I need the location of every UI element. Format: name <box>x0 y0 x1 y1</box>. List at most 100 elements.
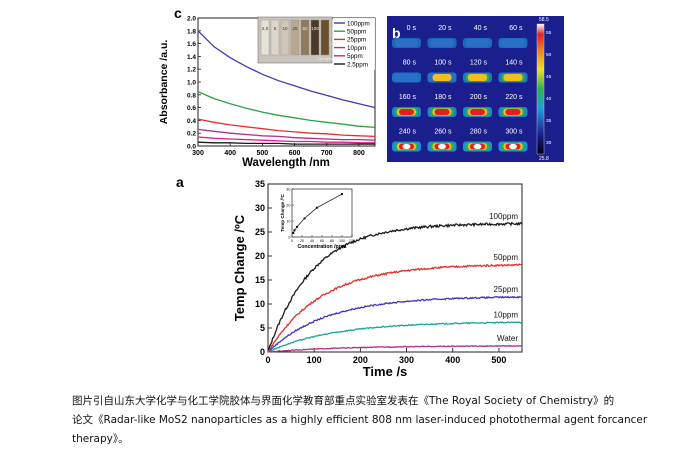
a-y-tick-label: 10 <box>255 299 265 309</box>
c-y-tick-label: 0.4 <box>187 118 196 125</box>
vial-label: 10 <box>282 26 288 31</box>
panel-a-series-labels: 100ppm 50ppm 25ppm 10ppm Water <box>489 212 518 343</box>
thermal-time-label: 60 s <box>509 25 523 32</box>
colorbar-tick: 50 <box>546 52 552 58</box>
inset-x-tick-label: 60 <box>320 239 324 243</box>
vial <box>290 19 300 56</box>
vial-label: 5 <box>274 26 277 31</box>
inset-y-axis-label: Temp Change /ºC <box>280 194 285 232</box>
thermal-time-label: 80 s <box>403 60 417 67</box>
caption-line-3: therapy》。 <box>72 433 129 445</box>
c-series-line-10ppm <box>197 128 376 141</box>
thermal-cell: 300 s <box>498 129 528 152</box>
thermal-time-label: 140 s <box>505 60 523 67</box>
panel-a-y-axis-label: Temp Change /ºC <box>232 214 247 321</box>
inset-y-tick-label: 0 <box>288 235 290 239</box>
c-series-line-25ppm <box>197 118 376 138</box>
inset-point <box>303 217 306 220</box>
c-y-tick-label: 1.2 <box>187 67 196 74</box>
colorbar-tick: 35 <box>546 118 552 124</box>
thermal-time-label: 260 s <box>434 129 452 136</box>
thermal-cell: 40 s <box>463 25 492 48</box>
a-y-tick-label: 15 <box>255 275 265 285</box>
inset-x-tick-label: 80 <box>330 239 334 243</box>
caption-line-2: 论文《Radar-like MoS2 nanoparticles as a hi… <box>72 414 648 426</box>
a-y-tick-label: 30 <box>255 203 265 213</box>
a-series-label: 10ppm <box>494 310 519 319</box>
inset-point <box>341 193 343 196</box>
a-series-label: 50ppm <box>494 253 519 262</box>
thermal-time-label: 280 s <box>470 129 488 136</box>
inset-point <box>316 206 318 209</box>
inset-y-tick-label: 30 <box>286 187 290 191</box>
thermal-time-label: 120 s <box>470 60 488 67</box>
c-legend-label: 2.5ppm <box>347 61 368 68</box>
a-x-tick-label: 100 <box>307 355 322 365</box>
thermal-time-label: 20 s <box>438 25 452 32</box>
colorbar-min: 25.8 <box>539 156 549 162</box>
inset-point <box>292 232 295 234</box>
c-x-tick-label: 300 <box>192 150 204 157</box>
c-series-line-2.5ppm <box>197 141 375 145</box>
c-y-tick-label: 1.4 <box>187 54 196 61</box>
c-legend-label: 5ppm <box>347 53 363 60</box>
a-y-tick-label: 20 <box>255 251 265 261</box>
thermal-time-label: 0 s <box>407 25 417 32</box>
thermal-cell: 240 s <box>392 129 421 152</box>
a-y-tick-label: 25 <box>255 227 265 237</box>
colorbar-tick: 45 <box>546 74 552 80</box>
vial <box>260 19 270 56</box>
c-y-tick-label: 1.8 <box>187 28 196 35</box>
a-series-line-25ppm <box>267 295 523 353</box>
a-y-tick-label: 0 <box>260 347 265 357</box>
colorbar-tick: 40 <box>546 96 552 102</box>
inset-y-tick-label: 20 <box>286 203 290 207</box>
thermal-time-label: 220 s <box>505 94 523 101</box>
panel-c-absorbance-chart: c 300 400 500 600 700 800 0.0 0.2 0.4 0.6 0.8 1.0 1.… <box>158 5 376 169</box>
colorbar-max: 58.5 <box>539 17 549 23</box>
inset-point <box>296 225 298 228</box>
panel-b-colorbar: 58.5 25.8 55 50 45 40 35 30 <box>536 17 552 162</box>
thermal-time-label: 300 s <box>505 129 523 136</box>
a-series-line-Water <box>267 344 523 353</box>
thermal-time-label: 40 s <box>474 25 488 32</box>
vial-label: 25 <box>292 26 298 31</box>
thermal-time-label: 240 s <box>399 129 417 136</box>
c-y-tick-label: 0.0 <box>187 144 196 151</box>
thermal-cell: 60 s <box>498 25 528 48</box>
panel-c-x-axis-label: Wavelength /nm <box>242 157 330 169</box>
c-x-tick-label: 800 <box>353 150 365 157</box>
a-series-line-100ppm <box>267 221 523 353</box>
thermal-time-label: 180 s <box>434 94 452 101</box>
c-series-line-5ppm <box>197 136 375 144</box>
c-x-tick-label: 500 <box>257 150 269 157</box>
thermal-time-label: 200 s <box>470 94 488 101</box>
c-y-tick-label: 0.2 <box>187 131 196 138</box>
c-x-tick-label: 400 <box>224 150 236 157</box>
vial <box>300 19 310 56</box>
a-x-tick-label: 400 <box>445 355 460 365</box>
vial <box>270 19 280 56</box>
inset-x-tick-label: 20 <box>300 239 304 243</box>
c-legend-label: 25ppm <box>347 37 366 44</box>
thermal-cell: 160 s <box>392 94 421 117</box>
thermal-cell: 280 s <box>463 129 492 152</box>
a-series-label: 25ppm <box>494 285 519 294</box>
c-y-tick-label: 1.6 <box>187 41 196 48</box>
thermal-cell: 180 s <box>427 94 457 117</box>
vial <box>320 19 330 56</box>
c-series-line-50ppm <box>197 91 376 129</box>
a-x-tick-label: 500 <box>491 355 506 365</box>
figure-caption: 图片引自山东大学化学与化工学院胶体与界面化学教育部重点实验室发表在《The Ro… <box>72 392 672 449</box>
thermal-cell: 260 s <box>427 129 457 152</box>
c-legend-label: 50ppm <box>347 29 366 36</box>
vial-label: Cell dyes <box>317 57 333 61</box>
c-legend-label: 10ppm <box>347 45 366 52</box>
a-y-tick-label: 35 <box>255 179 265 189</box>
vial <box>280 19 290 56</box>
panel-c-series <box>197 30 376 145</box>
inset-x-tick-label: 0 <box>291 239 293 243</box>
